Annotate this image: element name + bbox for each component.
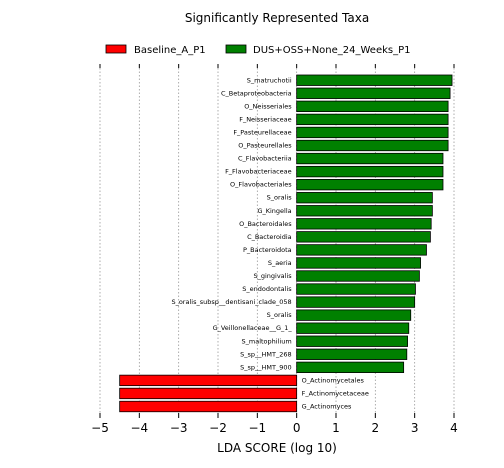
bar-label: G_Kingella [257, 207, 291, 215]
bar [296, 205, 433, 217]
legend-label: Baseline_A_P1 [134, 45, 206, 56]
bar-label: C_Bacteroidia [247, 233, 292, 241]
bar-label: S_sp__HMT_900 [240, 363, 292, 371]
bar [296, 152, 444, 165]
x-tick-label: −2 [209, 421, 227, 435]
bar-label: S_matruchotii [247, 76, 292, 84]
x-tick-label: 4 [450, 421, 458, 435]
bar-label: F_Pasteurellaceae [233, 128, 291, 136]
bar-label: F_Actinomycetaceae [302, 389, 369, 397]
bar [296, 322, 410, 334]
x-tick-label: −1 [248, 421, 266, 435]
bar [296, 74, 453, 86]
bar [296, 113, 449, 126]
bar-label: S_sp__HMT_268 [240, 350, 292, 358]
bar-label: P_Bacteroidota [243, 246, 292, 254]
bar-label: C_Betaproteobacteria [221, 89, 292, 97]
x-tick-label: −5 [91, 421, 109, 435]
bar [296, 335, 408, 347]
bar [119, 400, 298, 413]
bar-label: S_aeria [268, 259, 292, 267]
bar [296, 270, 420, 282]
bar [296, 192, 433, 204]
bars-group [119, 74, 453, 413]
bar [296, 100, 449, 112]
bar-label: F_Flavobacteriaceae [225, 168, 292, 176]
bar [296, 348, 408, 360]
bar-label: O_Flavobacteriales [230, 181, 292, 189]
bar-label: C_Flavobacteriia [238, 155, 292, 163]
x-axis: −5 −4 −3 −2 −1 0 1 2 3 4 [91, 64, 458, 435]
x-tick-label: −3 [170, 421, 188, 435]
legend-swatch [225, 44, 247, 54]
bar [296, 283, 416, 295]
bar [296, 139, 449, 152]
bar [296, 361, 405, 374]
bar [296, 244, 427, 256]
x-axis-label: LDA SCORE (log 10) [217, 441, 337, 455]
bar-label: G_Actinomyces [302, 403, 352, 411]
x-tick-label: 0 [293, 421, 301, 435]
x-tick-label: 1 [332, 421, 340, 435]
bar [119, 387, 298, 400]
bar [296, 257, 421, 269]
bar [296, 178, 444, 191]
bar [296, 126, 449, 139]
x-tick-label: 2 [372, 421, 380, 435]
bar [296, 296, 416, 308]
x-tick-label: −4 [130, 421, 148, 435]
bar-label: O_Pasteurellales [238, 142, 292, 150]
chart-title: Significantly Represented Taxa [185, 11, 369, 25]
bar-label: F_Neisseriaceae [239, 115, 291, 123]
legend-swatch [105, 44, 127, 54]
bar-label: G_Veillonellaceae__G_1_ [213, 324, 293, 332]
bar [296, 165, 444, 178]
bar-label: O_Neisseriales [244, 102, 292, 110]
legend: Baseline_A_P1 DUS+OSS+None_24_Weeks_P1 [105, 44, 411, 56]
bar-label: S_oralis_subsp__dentisani_clade_058 [171, 298, 291, 306]
bar-label: S_endodontalis [242, 285, 292, 293]
bar [296, 218, 432, 230]
bar-label: O_Actinomycetales [302, 376, 365, 384]
bar-label: O_Bacteroidales [239, 220, 292, 228]
bar [296, 309, 412, 321]
bar [296, 87, 451, 99]
legend-label: DUS+OSS+None_24_Weeks_P1 [253, 45, 411, 56]
bar-label: S_oralis [267, 194, 293, 202]
bar-labels-group: S_matruchotii C_Betaproteobacteria O_Neiss… [171, 76, 368, 410]
bar [296, 231, 431, 243]
bar-label: S_maltophilium [242, 337, 292, 345]
bar-label: S_gingivalis [253, 272, 292, 280]
bar-label: S_oralis [267, 311, 293, 319]
bar [119, 374, 298, 387]
x-tick-label: 3 [411, 421, 419, 435]
